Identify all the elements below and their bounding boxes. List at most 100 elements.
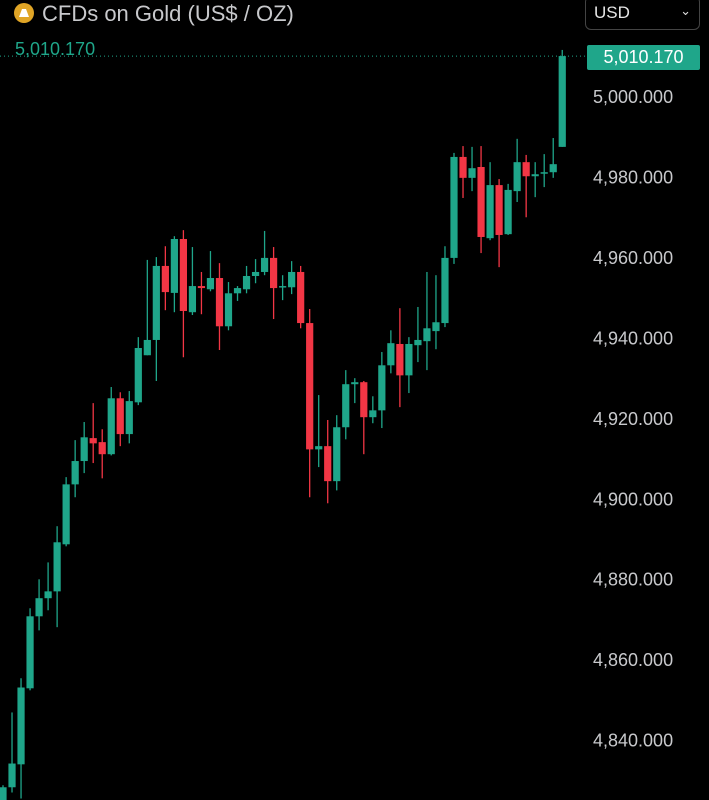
candle <box>71 440 79 498</box>
y-tick-label: 4,920.000 <box>593 409 673 429</box>
candle-body <box>98 442 106 455</box>
candle-body <box>206 278 215 290</box>
candle-body <box>53 542 61 592</box>
chart-header: CFDs on Gold (US$ / OZ) USD ⌄ <box>0 0 709 36</box>
candle-body <box>134 348 142 403</box>
candle <box>306 308 314 498</box>
candle <box>279 275 287 301</box>
candle <box>143 259 151 356</box>
candle <box>459 146 467 198</box>
currency-dropdown[interactable]: USD ⌄ <box>585 0 700 30</box>
y-tick-label: 4,940.000 <box>593 328 673 348</box>
last-price-label-left: 5,010.170 <box>15 39 96 59</box>
candle-body <box>531 174 539 177</box>
candle <box>53 526 61 628</box>
candle-body <box>414 339 422 346</box>
candle-body <box>161 265 169 293</box>
candle <box>116 392 124 447</box>
candle-body <box>188 286 197 313</box>
candle <box>44 562 52 611</box>
candle <box>224 282 233 331</box>
candle-body <box>315 446 323 450</box>
candle-body <box>197 286 206 289</box>
candle <box>513 138 521 202</box>
candle-body <box>360 382 368 418</box>
candle-body <box>116 398 124 435</box>
candle-body <box>549 164 557 173</box>
candle <box>62 477 70 547</box>
candle-body <box>260 257 269 272</box>
candle <box>161 246 169 311</box>
candle-body <box>215 278 224 327</box>
gold-bars-icon <box>14 3 34 23</box>
candle-body <box>242 276 251 290</box>
candle-body <box>387 343 395 366</box>
candle-body <box>279 286 287 288</box>
candle <box>351 378 359 404</box>
candle-body <box>26 616 34 689</box>
candle <box>324 420 332 504</box>
candle <box>215 263 224 351</box>
last-price-tag: 5,010.170 <box>587 45 700 70</box>
candle-body <box>233 288 242 294</box>
y-tick-label: 4,980.000 <box>593 167 673 187</box>
candle <box>206 251 215 292</box>
candle <box>405 337 413 394</box>
candle-body <box>288 271 296 288</box>
candle-body <box>495 185 503 235</box>
candle-body <box>170 238 178 293</box>
candle-body <box>468 168 476 178</box>
candle <box>333 415 341 491</box>
candle-body <box>89 438 97 444</box>
candle <box>270 247 278 320</box>
candle <box>179 230 187 358</box>
candle <box>486 162 494 241</box>
candles <box>0 49 566 800</box>
candle-body <box>152 265 160 340</box>
y-axis: 5,000.000 4,980.000 4,960.000 4,940.000 4,92… <box>593 87 673 751</box>
candle-body <box>143 339 151 356</box>
candle-body <box>8 763 16 788</box>
candle-body <box>333 427 341 482</box>
chevron-down-icon: ⌄ <box>680 3 691 18</box>
y-tick-label: 4,880.000 <box>593 570 673 590</box>
candle <box>233 286 242 301</box>
candle-body <box>405 343 413 376</box>
candle-body <box>423 328 431 342</box>
candle-body <box>513 162 521 192</box>
candle-body <box>558 56 566 147</box>
candle-body <box>540 172 548 174</box>
candle <box>396 308 404 408</box>
candle-body <box>504 189 512 235</box>
candle-body <box>224 293 233 327</box>
candle-body <box>35 598 43 617</box>
candle <box>89 403 97 464</box>
candle <box>477 146 485 254</box>
candle <box>540 154 548 188</box>
candle <box>369 396 377 424</box>
candle <box>134 337 142 406</box>
candle-body <box>369 410 377 418</box>
y-tick-label: 4,960.000 <box>593 248 673 268</box>
candle-body <box>450 156 458 258</box>
candle <box>378 352 386 429</box>
candle <box>549 138 557 178</box>
candle-body <box>297 271 305 324</box>
candle-body <box>522 162 530 177</box>
y-tick-label: 4,840.000 <box>593 731 673 751</box>
candle <box>197 271 206 315</box>
candle-body <box>477 166 485 237</box>
candle-body <box>44 591 52 599</box>
candle <box>125 391 133 444</box>
candle <box>432 275 440 350</box>
candle-body <box>62 484 70 545</box>
y-tick-label: 4,860.000 <box>593 650 673 670</box>
currency-value: USD <box>594 3 630 22</box>
candle <box>80 422 88 474</box>
candle-body <box>17 687 25 765</box>
candle <box>260 230 269 276</box>
candle <box>315 395 323 468</box>
candle-body <box>351 382 359 385</box>
candle <box>360 380 368 455</box>
